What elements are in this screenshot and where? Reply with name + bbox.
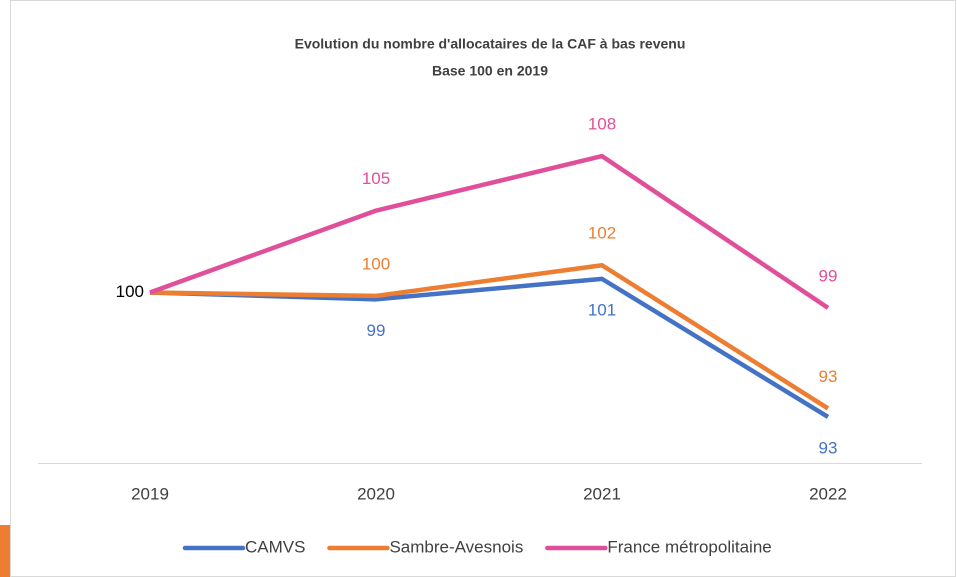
legend-label: France métropolitaine (607, 537, 771, 556)
data-label: 101 (588, 300, 616, 319)
legend-label: Sambre-Avesnois (389, 537, 523, 556)
data-label: 108 (588, 115, 616, 134)
x-tick-label: 2019 (131, 484, 169, 503)
x-tick-label: 2022 (809, 484, 847, 503)
series-line (149, 153, 830, 310)
data-label: 102 (588, 224, 616, 243)
data-label: 93 (819, 438, 838, 457)
data-label: 105 (362, 169, 390, 188)
corner-decoration (0, 525, 10, 577)
data-label: 100 (116, 282, 144, 301)
legend-label: CAMVS (245, 537, 305, 556)
chart-subtitle: Base 100 en 2019 (432, 63, 548, 79)
chart-title: Evolution du nombre d'allocataires de la… (295, 36, 686, 52)
data-label: 100 (362, 254, 390, 273)
series-line (149, 276, 830, 419)
x-tick-label: 2020 (357, 484, 395, 503)
series-line (149, 262, 830, 411)
data-label: 93 (819, 367, 838, 386)
data-label: 99 (819, 266, 838, 285)
data-label: 99 (367, 321, 386, 340)
x-tick-label: 2021 (583, 484, 621, 503)
